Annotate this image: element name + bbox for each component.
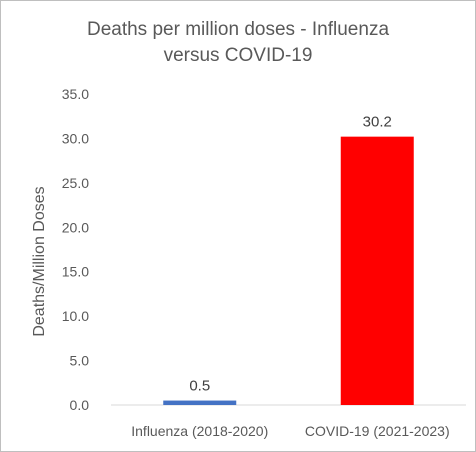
y-tick-label: 35.0 bbox=[62, 86, 89, 102]
y-tick-label: 25.0 bbox=[62, 175, 89, 191]
x-category-label: Influenza (2018-2020) bbox=[131, 423, 268, 439]
chart-title-line-2: versus COVID-19 bbox=[163, 45, 313, 66]
y-tick-label: 5.0 bbox=[70, 353, 90, 369]
chart-title-line-1: Deaths per million doses - Influenza bbox=[86, 19, 390, 40]
x-category-label: COVID-19 (2021-2023) bbox=[305, 423, 450, 439]
bars: 0.5 30.2 bbox=[163, 114, 414, 405]
y-tick-label: 15.0 bbox=[62, 264, 89, 280]
y-tick-label: 10.0 bbox=[62, 308, 89, 324]
y-tick-label: 30.0 bbox=[62, 130, 89, 146]
bar-value-label: 0.5 bbox=[189, 378, 210, 395]
bar-2 bbox=[340, 136, 414, 405]
y-axis-ticks: 0.0 5.0 10.0 15.0 20.0 25.0 30.0 35.0 bbox=[62, 86, 89, 413]
y-axis-title: Deaths/Million Doses bbox=[31, 186, 48, 336]
y-tick-label: 0.0 bbox=[70, 397, 90, 413]
bar-value-label: 30.2 bbox=[363, 114, 392, 131]
chart-title: Deaths per million doses - Influenza ver… bbox=[1, 17, 475, 69]
bar-1 bbox=[163, 400, 237, 405]
y-tick-label: 20.0 bbox=[62, 219, 89, 235]
x-axis-ticks: Influenza (2018-2020) COVID-19 (2021-2023… bbox=[131, 423, 449, 439]
